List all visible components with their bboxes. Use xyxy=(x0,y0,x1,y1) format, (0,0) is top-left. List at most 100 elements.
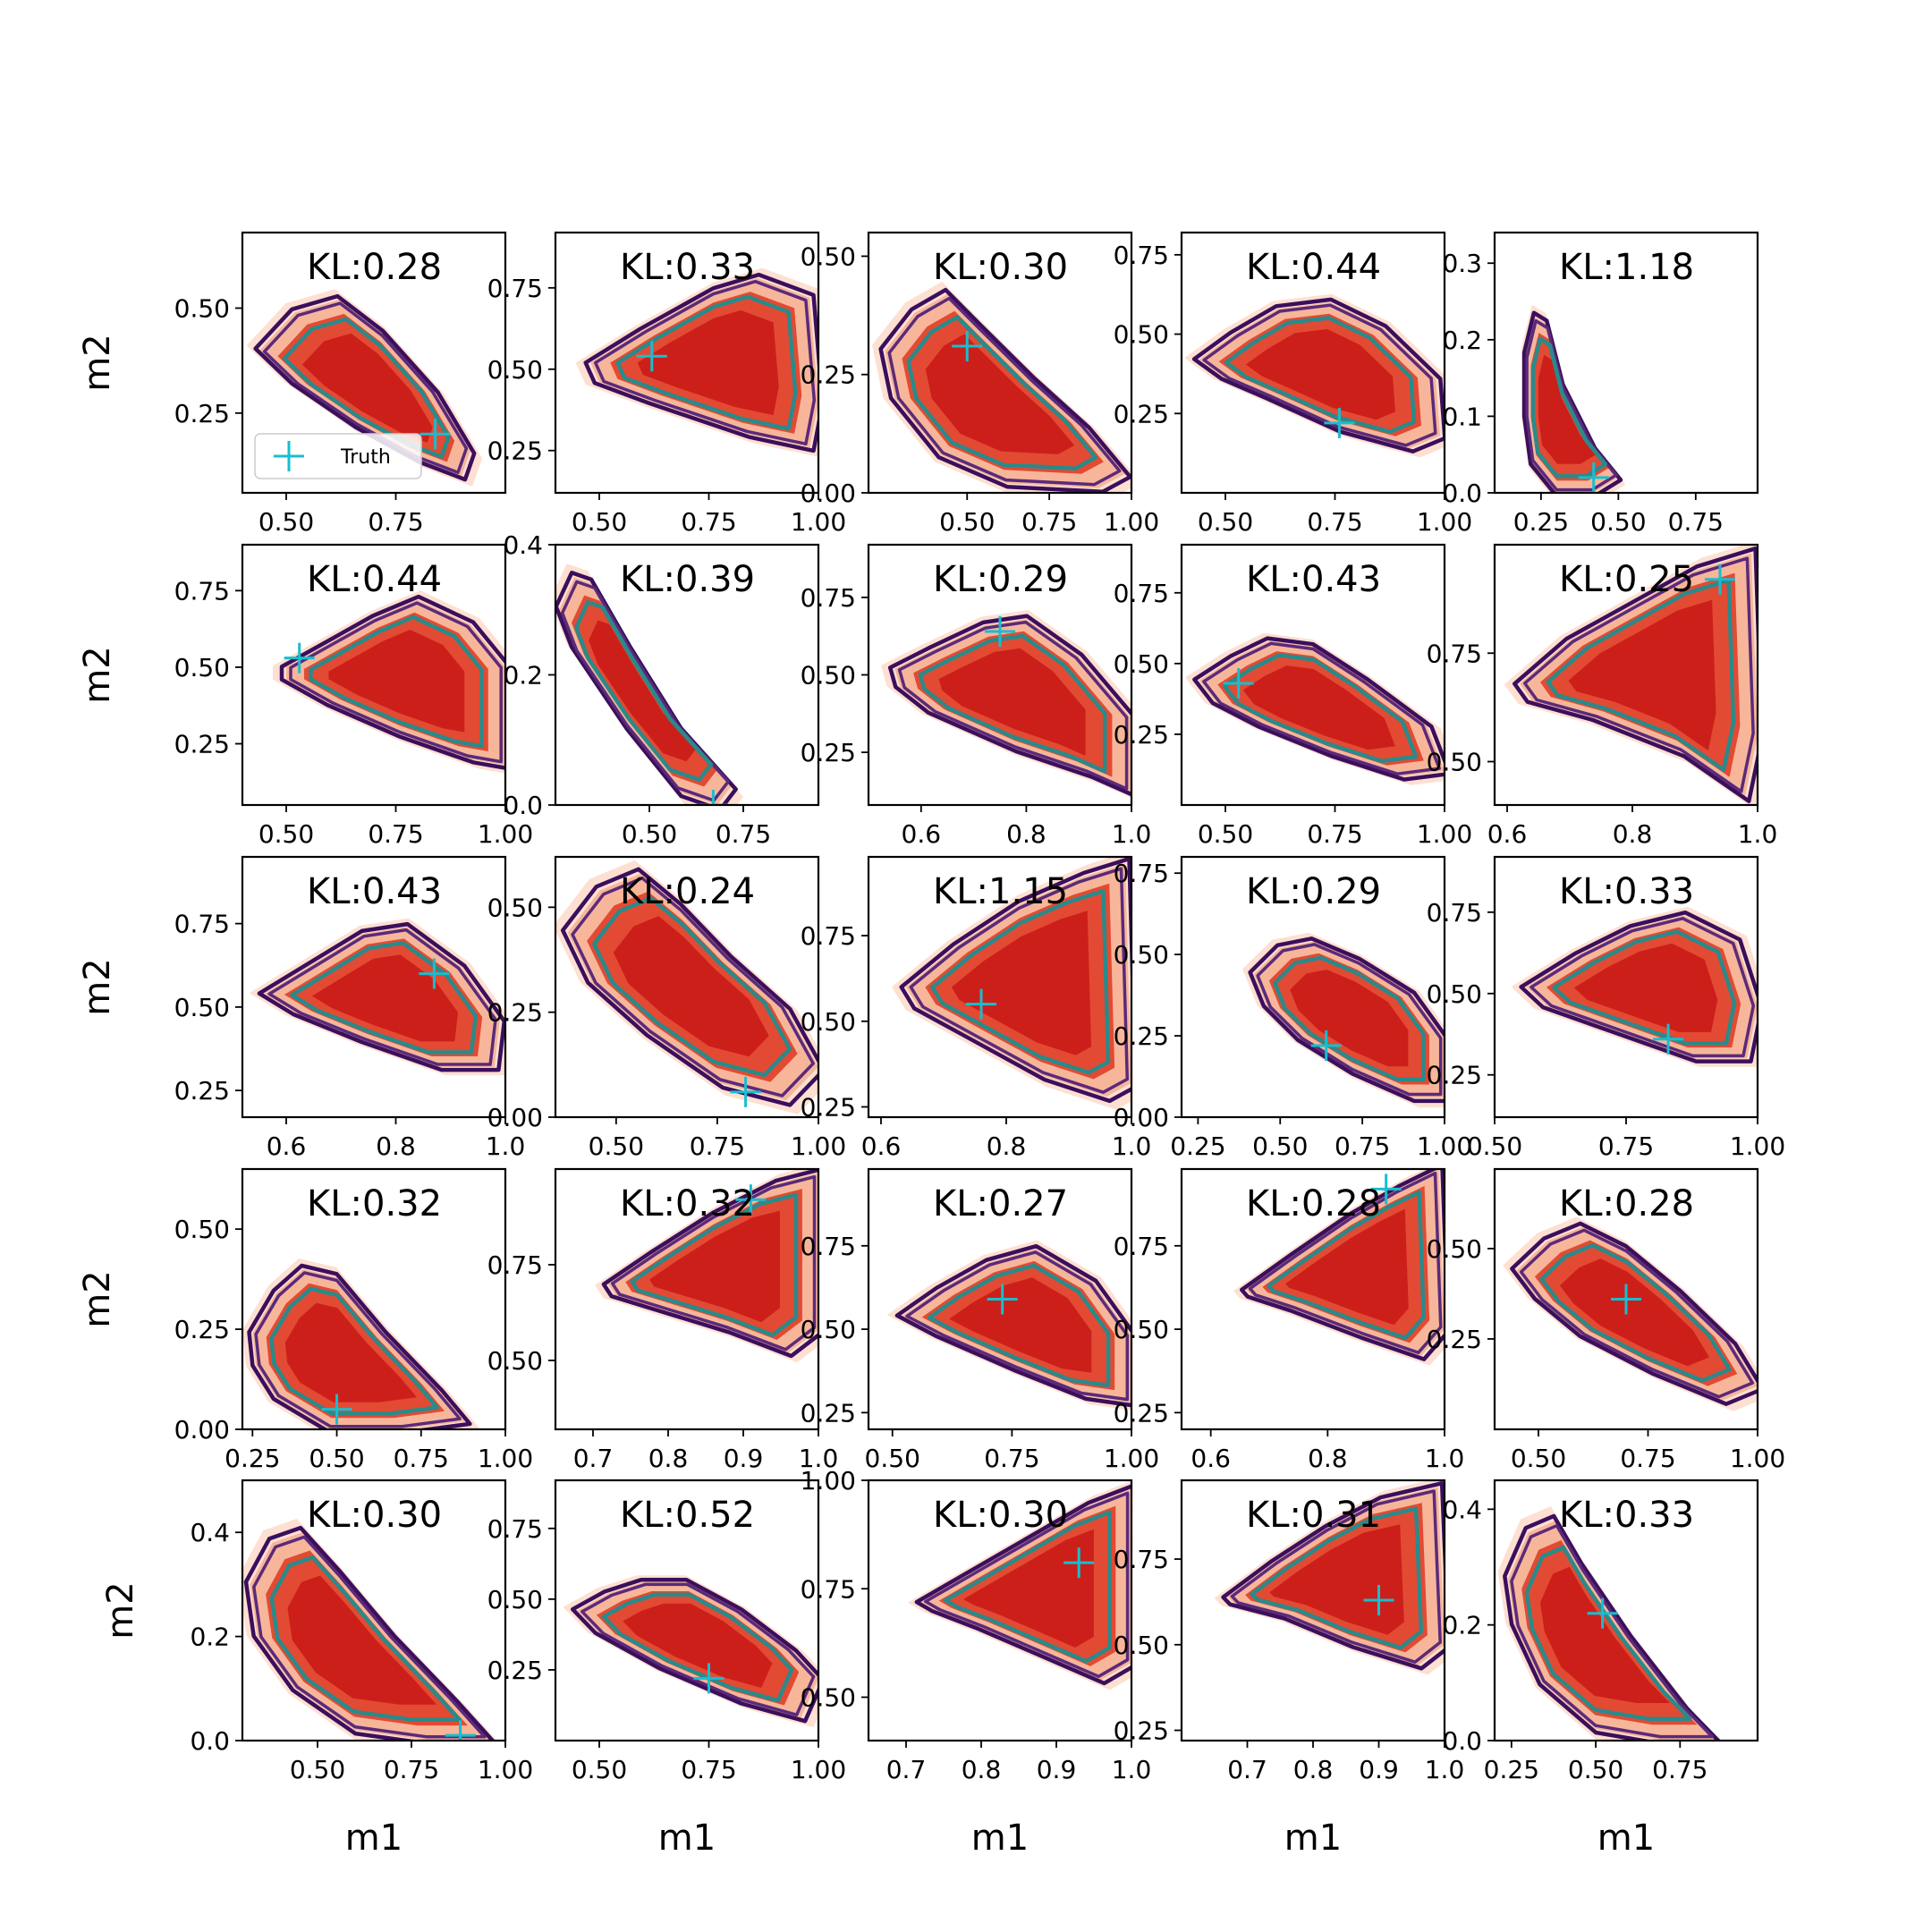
y-tick-label: 0.50 xyxy=(1427,979,1482,1009)
truth-marker xyxy=(1705,564,1735,595)
truth-marker xyxy=(698,790,729,805)
y-tick-label: 0.75 xyxy=(801,583,856,613)
density-plot xyxy=(249,918,505,1076)
contour-inner xyxy=(1224,316,1417,434)
y-tick-label: 0.75 xyxy=(1114,859,1169,888)
axes-frame xyxy=(1180,855,1446,1119)
y-tick-label: 0.25 xyxy=(1114,1398,1169,1428)
contour-outer xyxy=(247,1263,472,1429)
y-tick-label: 0.50 xyxy=(487,1346,543,1376)
x-tick-label: 0.50 xyxy=(572,507,627,537)
contour-inner xyxy=(1552,929,1737,1046)
y-tick-label: 0.50 xyxy=(1114,940,1169,970)
contour-outer xyxy=(583,272,818,453)
contour-outer xyxy=(1239,1169,1445,1361)
density-fill-core xyxy=(613,916,769,1057)
axes-frame xyxy=(867,1167,1133,1431)
x-tick-label: 1.00 xyxy=(1417,819,1472,849)
x-tick-label: 1.00 xyxy=(478,1755,533,1784)
x-axis-label: m1 xyxy=(971,1818,1029,1859)
x-tick-label: 0.8 xyxy=(1293,1755,1334,1784)
x-tick-label: 0.9 xyxy=(1037,1755,1077,1784)
x-tick-label: 1.0 xyxy=(1112,819,1152,849)
density-plot xyxy=(246,289,483,487)
contour-outer xyxy=(560,867,818,1107)
contour-outer xyxy=(894,1243,1131,1408)
contour-mid xyxy=(254,1271,462,1428)
x-tick-label: 0.8 xyxy=(1006,819,1046,849)
truth-marker xyxy=(1310,1030,1342,1061)
truth-marker xyxy=(952,330,983,361)
kl-annotation: KL:0.30 xyxy=(933,247,1068,288)
x-tick-label: 1.00 xyxy=(1104,1444,1159,1473)
y-tick-label: 0.1 xyxy=(1442,402,1482,431)
panel-2-2: 0.6 0.8 1.0 0.25 0.50 0.75 KL:1.15 xyxy=(801,855,1151,1161)
density-plot xyxy=(563,1575,818,1728)
y-tick-label: 0.50 xyxy=(801,661,856,691)
y-tick-label: 0.25 xyxy=(487,998,543,1028)
x-tick-label: 1.00 xyxy=(1104,507,1159,537)
axes-frame xyxy=(554,1167,820,1431)
density-plot xyxy=(880,609,1131,798)
density-fill-core xyxy=(637,309,779,416)
contour-outer xyxy=(601,1169,818,1359)
y-tick-label: 0.75 xyxy=(1114,579,1169,608)
kl-annotation: KL:0.28 xyxy=(307,247,442,288)
contour-outer xyxy=(899,857,1131,1104)
contour-inner xyxy=(906,315,1098,471)
density-plot xyxy=(273,590,505,774)
x-tick-label: 1.00 xyxy=(791,1131,846,1161)
panel-4-2: 0.7 0.8 0.9 1.0 0.50 0.75 1.00 KL:0.30 xyxy=(801,1466,1152,1784)
x-tick-label: 0.75 xyxy=(1620,1444,1675,1473)
truth-marker xyxy=(284,642,315,674)
axes-frame xyxy=(554,855,820,1119)
y-tick-label: 0.2 xyxy=(1442,1611,1482,1640)
x-tick-label: 1.0 xyxy=(1738,819,1778,849)
density-plot xyxy=(1184,293,1445,458)
x-tick-label: 0.6 xyxy=(902,819,942,849)
x-tick-label: 0.75 xyxy=(394,1444,449,1473)
y-axis-label: m2 xyxy=(77,334,118,391)
kl-annotation: KL:0.44 xyxy=(1246,247,1381,288)
density-fill-core xyxy=(1540,1566,1670,1703)
x-tick-label: 0.8 xyxy=(962,1755,1002,1784)
y-tick-label: 0.50 xyxy=(1427,748,1482,777)
contour-inner xyxy=(615,294,798,431)
contour-inner xyxy=(1272,955,1426,1082)
y-tick-label: 0.75 xyxy=(487,1250,543,1280)
kl-annotation: KL:0.29 xyxy=(933,559,1068,600)
truth-marker xyxy=(1223,667,1254,699)
x-tick-label: 0.7 xyxy=(886,1755,927,1784)
kl-annotation: KL:0.52 xyxy=(620,1495,755,1536)
y-tick-label: 0.2 xyxy=(1442,326,1482,355)
y-tick-label: 0.50 xyxy=(174,993,230,1022)
contour-outer xyxy=(914,1484,1131,1686)
density-fill-core xyxy=(1568,599,1716,751)
y-tick-label: 0.25 xyxy=(1114,399,1169,428)
x-tick-label: 0.50 xyxy=(258,507,314,537)
y-tick-label: 0.50 xyxy=(1114,1315,1169,1344)
kl-annotation: KL:0.28 xyxy=(1246,1183,1381,1224)
truth-marker xyxy=(419,958,450,989)
x-tick-label: 0.75 xyxy=(1652,1755,1707,1784)
x-tick-label: 1.0 xyxy=(799,1444,839,1473)
x-tick-label: 1.0 xyxy=(1112,1755,1152,1784)
contour-inner xyxy=(309,614,484,749)
truth-marker xyxy=(321,1394,352,1425)
y-tick-label: 0.25 xyxy=(1427,1061,1482,1090)
density-fill-core xyxy=(1573,943,1718,1032)
x-tick-label: 0.75 xyxy=(384,1755,439,1784)
y-tick-label: 0.50 xyxy=(174,1215,230,1244)
density-fill-core xyxy=(938,648,1086,756)
panel-2-0: 0.6 0.8 1.0 0.25 0.50 0.75 KL:0.43 xyxy=(174,855,525,1161)
panel-3-1: 0.7 0.8 0.9 1.0 0.50 0.75 KL:0.32 xyxy=(487,1167,839,1473)
contour-outer xyxy=(570,1578,818,1724)
y-tick-label: 0.4 xyxy=(1442,1495,1482,1524)
kl-annotation: KL:0.44 xyxy=(307,559,442,600)
y-tick-label: 0.25 xyxy=(174,1315,230,1344)
panel-2-4: 0.50 0.75 1.00 0.25 0.50 0.75 KL:0.33 xyxy=(1427,855,1785,1161)
kl-annotation: KL:0.31 xyxy=(1246,1495,1381,1536)
axes-frame xyxy=(554,231,820,495)
panel-3-2: 0.50 0.75 1.00 0.25 0.50 0.75 KL:0.27 xyxy=(801,1167,1159,1473)
